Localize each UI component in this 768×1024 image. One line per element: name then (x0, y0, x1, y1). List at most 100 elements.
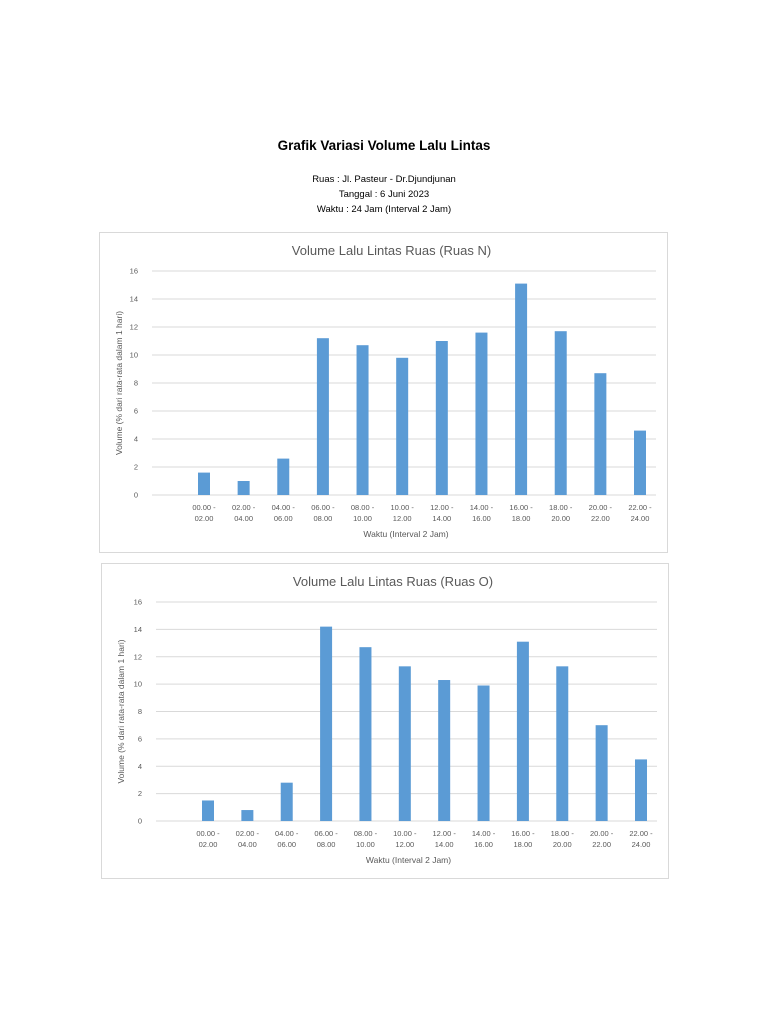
bar (634, 430, 646, 495)
x-tick-label: 18.00 (514, 840, 533, 849)
x-tick-label: 18.00 - (551, 829, 575, 838)
x-tick-label: 12.00 (393, 514, 412, 523)
y-tick-label: 16 (134, 598, 142, 607)
bar (595, 725, 608, 821)
y-tick-label: 0 (138, 817, 142, 826)
y-tick-label: 14 (134, 625, 142, 634)
chart-svg: Volume Lalu Lintas Ruas (Ruas N) 0 2 4 6 8 10 1… (114, 243, 656, 539)
x-tick-label: 20.00 - (589, 503, 613, 512)
chart-ruas-o: Volume Lalu Lintas Ruas (Ruas O) 0 2 4 6 8 10 1… (101, 563, 669, 879)
y-tick-label: 2 (134, 463, 138, 472)
x-tick-label: 10.00 - (391, 503, 415, 512)
x-tick-label: 18.00 - (549, 503, 573, 512)
x-tick-label: 22.00 (592, 840, 611, 849)
x-tick-label: 02.00 - (236, 829, 260, 838)
x-tick-label: 22.00 - (628, 503, 652, 512)
x-tick-label: 12.00 (395, 840, 414, 849)
bar (280, 782, 293, 821)
y-tick-label: 12 (130, 323, 138, 332)
x-tick-label: 10.00 (353, 514, 372, 523)
x-tick-label: 14.00 - (470, 503, 494, 512)
bar (237, 481, 250, 495)
chart-ruas-n: Volume Lalu Lintas Ruas (Ruas N) 0 2 4 6 8 10 1… (99, 232, 668, 553)
x-tick-label: 14.00 (432, 514, 451, 523)
x-tick-label: 04.00 - (275, 829, 299, 838)
bar (202, 800, 214, 821)
bar (554, 331, 567, 495)
chart-svg: Volume Lalu Lintas Ruas (Ruas O) 0 2 4 6 8 10 1… (116, 574, 657, 865)
x-tick-label: 04.00 (234, 514, 253, 523)
y-tick-label: 10 (134, 680, 142, 689)
x-tick-label: 02.00 (195, 514, 214, 523)
bar (198, 472, 210, 495)
x-tick-label: 20.00 - (590, 829, 614, 838)
y-tick-label: 8 (134, 379, 138, 388)
x-tick-label: 06.00 (274, 514, 293, 523)
page-title: Grafik Variasi Volume Lalu Lintas (277, 138, 491, 153)
x-tick-label: 06.00 - (311, 503, 335, 512)
x-tick-label: 04.00 - (272, 503, 296, 512)
bar (516, 641, 529, 821)
y-axis-label: Volume (% dari rata-rata dalam 1 hari) (114, 311, 124, 455)
bar (277, 458, 290, 495)
x-tick-label: 08.00 (314, 514, 333, 523)
x-tick-label: 06.00 (277, 840, 296, 849)
bar (438, 680, 451, 821)
chart-title: Volume Lalu Lintas Ruas (Ruas N) (292, 243, 491, 258)
x-tick-label: 00.00 - (192, 503, 216, 512)
x-tick-label: 16.00 - (511, 829, 535, 838)
y-tick-label: 6 (138, 734, 142, 743)
x-tick-label: 16.00 (472, 514, 491, 523)
y-axis-label: Volume (% dari rata-rata dalam 1 hari) (116, 639, 126, 783)
bar (515, 283, 528, 495)
x-tick-label: 16.00 - (509, 503, 533, 512)
x-tick-label: 24.00 (632, 840, 651, 849)
y-tick-label: 16 (130, 267, 138, 276)
bar (594, 373, 607, 495)
x-tick-label: 14.00 (435, 840, 454, 849)
y-tick-label: 14 (130, 295, 138, 304)
bar (475, 332, 488, 495)
x-tick-label: 04.00 (238, 840, 257, 849)
x-tick-label: 10.00 (356, 840, 375, 849)
x-tick-label: 12.00 - (430, 503, 454, 512)
bar (556, 666, 569, 821)
x-axis-label: Waktu (Interval 2 Jam) (363, 529, 448, 539)
bar (435, 341, 448, 495)
bar (635, 759, 647, 821)
y-tick-label: 6 (134, 407, 138, 416)
x-tick-label: 06.00 - (314, 829, 338, 838)
x-tick-label: 24.00 (631, 514, 650, 523)
y-tick-label: 4 (134, 435, 138, 444)
x-tick-label: 08.00 - (351, 503, 375, 512)
x-tick-label: 12.00 - (433, 829, 457, 838)
x-tick-label: 20.00 (551, 514, 570, 523)
x-tick-label: 00.00 - (196, 829, 220, 838)
x-tick-label: 22.00 - (629, 829, 653, 838)
bar (241, 810, 254, 821)
waktu-label: Waktu : 24 Jam (Interval 2 Jam) (316, 204, 452, 215)
x-tick-label: 02.00 (199, 840, 218, 849)
bar (398, 666, 411, 821)
x-axis-label: Waktu (Interval 2 Jam) (366, 855, 451, 865)
bar (477, 685, 490, 821)
x-tick-label: 16.00 (474, 840, 493, 849)
bar (396, 357, 409, 495)
x-tick-label: 08.00 - (354, 829, 378, 838)
bar (316, 338, 329, 495)
x-tick-label: 18.00 (512, 514, 531, 523)
y-tick-label: 12 (134, 652, 142, 661)
chart-title: Volume Lalu Lintas Ruas (Ruas O) (293, 574, 493, 589)
x-tick-label: 20.00 (553, 840, 572, 849)
x-tick-label: 22.00 (591, 514, 610, 523)
bar (356, 345, 369, 495)
y-tick-label: 0 (134, 491, 138, 500)
x-tick-label: 08.00 (317, 840, 336, 849)
ruas-label: Ruas : Jl. Pasteur - Dr.Djundjunan (312, 174, 456, 185)
y-tick-label: 8 (138, 707, 142, 716)
x-tick-label: 10.00 - (393, 829, 417, 838)
x-tick-label: 14.00 - (472, 829, 496, 838)
y-tick-label: 2 (138, 789, 142, 798)
bar (359, 647, 372, 821)
y-tick-label: 10 (130, 351, 138, 360)
